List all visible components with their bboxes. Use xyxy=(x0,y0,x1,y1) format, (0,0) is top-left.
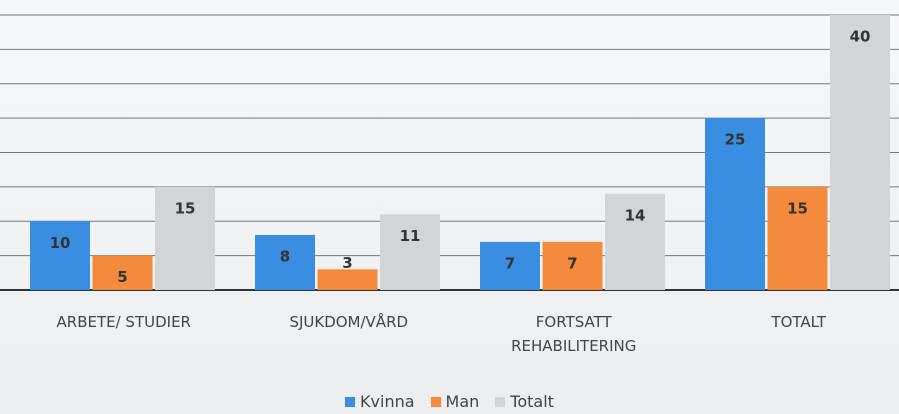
legend-item: Kvinna xyxy=(345,392,415,411)
value-label: 15 xyxy=(787,199,808,217)
bar xyxy=(30,221,90,290)
x-tick-label: TOTALT xyxy=(771,313,827,331)
legend-swatch xyxy=(430,397,441,407)
bar xyxy=(380,214,440,290)
bar xyxy=(155,186,215,290)
bar xyxy=(705,118,765,290)
x-tick-label: ARBETE/ STUDIER xyxy=(56,313,191,331)
value-label: 10 xyxy=(50,234,71,252)
value-label: 3 xyxy=(342,254,352,272)
value-label: 7 xyxy=(567,254,577,272)
bar xyxy=(255,235,315,290)
value-label: 8 xyxy=(280,248,290,266)
legend-label: Kvinna xyxy=(360,392,415,411)
value-label: 25 xyxy=(725,131,746,149)
bar xyxy=(830,15,890,290)
value-label: 15 xyxy=(175,199,196,217)
bar xyxy=(92,255,153,290)
value-label: 5 xyxy=(117,268,127,286)
value-label: 11 xyxy=(400,227,421,245)
bar xyxy=(542,241,603,290)
bar xyxy=(767,186,828,290)
value-label: 14 xyxy=(625,206,646,224)
legend-swatch xyxy=(495,397,506,407)
bar xyxy=(480,241,540,290)
value-label: 7 xyxy=(505,254,515,272)
legend-swatch xyxy=(345,397,356,407)
value-label: 40 xyxy=(850,28,871,46)
legend-label: Man xyxy=(445,392,480,411)
legend-item: Man xyxy=(430,392,480,411)
x-tick-label: SJUKDOM/VÅRD xyxy=(289,313,409,331)
legend: Kvinna Man Totalt xyxy=(0,392,899,411)
legend-item: Totalt xyxy=(495,392,554,411)
legend-label: Totalt xyxy=(510,392,554,411)
bar xyxy=(605,193,665,290)
bar xyxy=(317,269,378,290)
x-tick-label: FORTSATT REHABILITERING xyxy=(511,313,637,355)
